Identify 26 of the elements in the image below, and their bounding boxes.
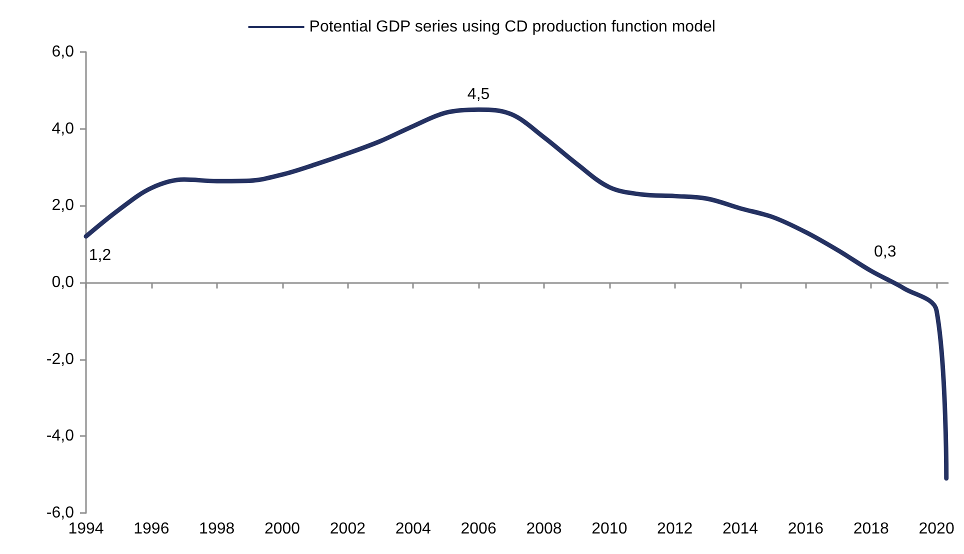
line-series bbox=[84, 107, 949, 481]
y-tick-label: 0,0 bbox=[52, 274, 74, 291]
x-tick-label: 2006 bbox=[460, 520, 496, 538]
y-tick-label: -6,0 bbox=[46, 504, 74, 522]
legend-label: Potential GDP series using CD production function model bbox=[309, 18, 716, 36]
x-tick-label: 2010 bbox=[592, 520, 628, 538]
y-tick-label: -4,0 bbox=[46, 428, 74, 445]
data-label: 0,3 bbox=[874, 243, 896, 260]
x-tick-label: 1998 bbox=[199, 520, 235, 538]
x-tick-label: 1996 bbox=[134, 520, 170, 538]
x-tick-label: 2020 bbox=[918, 520, 954, 538]
y-tick-label: 2,0 bbox=[52, 197, 74, 214]
x-tick-label: 2004 bbox=[395, 520, 432, 538]
x-tick-label: 2018 bbox=[853, 520, 890, 538]
x-tick-label: 2014 bbox=[722, 520, 758, 538]
x-tick-label: 2016 bbox=[788, 520, 824, 538]
x-tick-label: 2002 bbox=[330, 520, 366, 538]
y-tick-label: 6,0 bbox=[52, 44, 74, 60]
y-tick-label: 4,0 bbox=[52, 120, 74, 138]
y-tick-label: -2,0 bbox=[46, 350, 74, 368]
x-tick-label: 2000 bbox=[264, 520, 300, 538]
x-tick-label: 2012 bbox=[657, 520, 693, 538]
x-tick-label: 1994 bbox=[68, 520, 104, 538]
data-label: 4,5 bbox=[467, 86, 490, 104]
x-tick-label: 2008 bbox=[526, 520, 562, 538]
data-label: 1,2 bbox=[88, 246, 112, 264]
